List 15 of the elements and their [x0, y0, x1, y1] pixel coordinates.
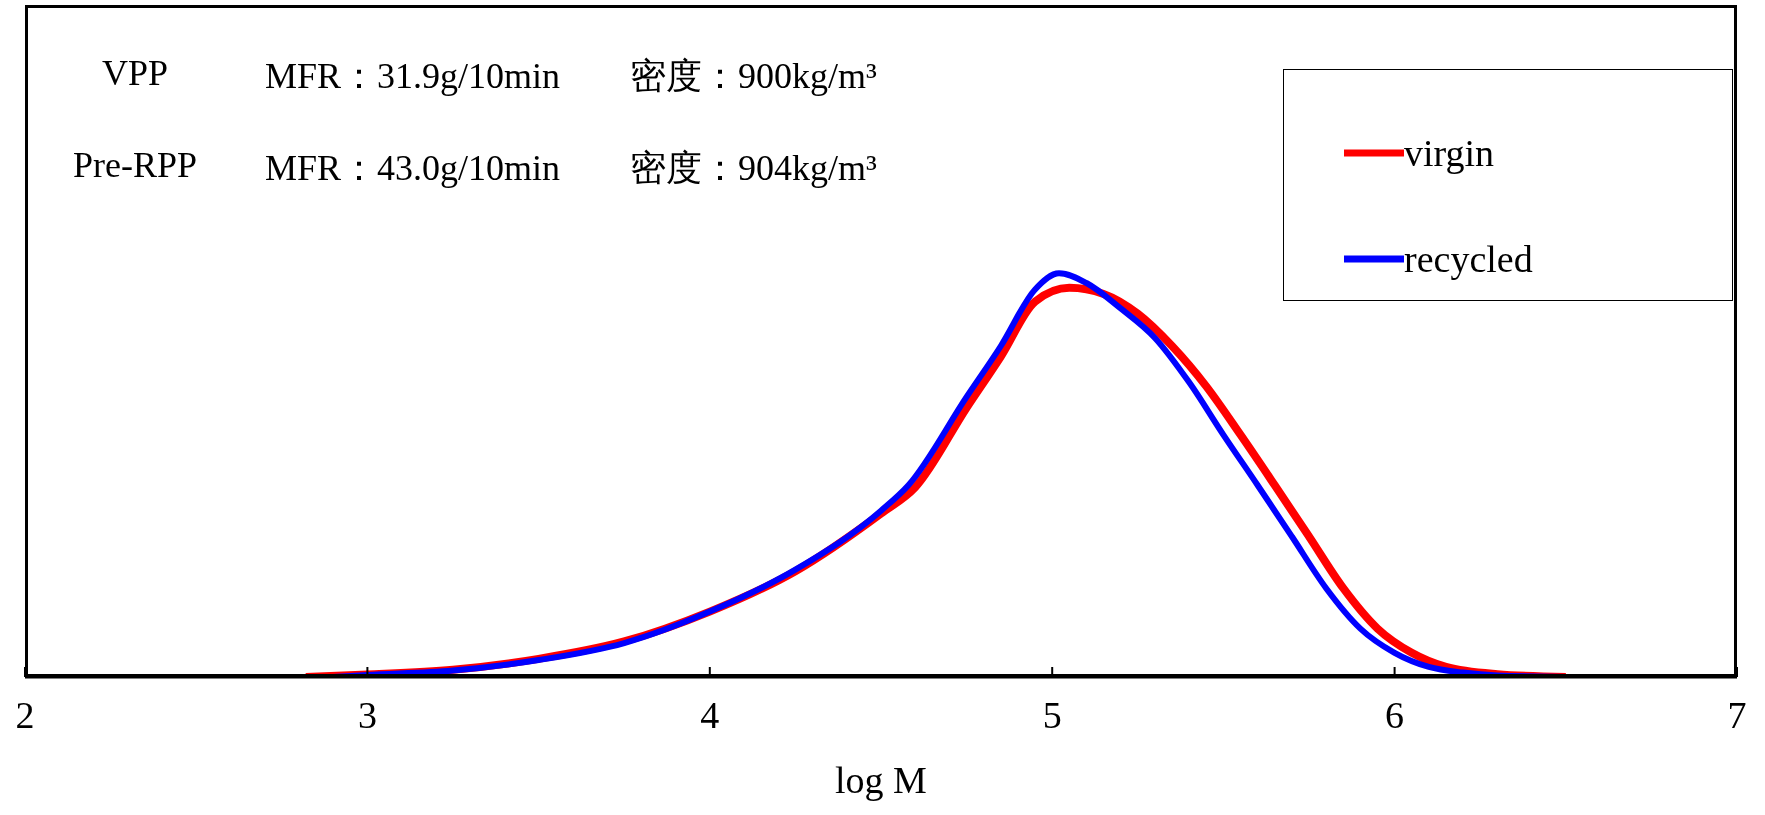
- legend-label: recycled: [1404, 237, 1533, 281]
- x-tick-label: 7: [1727, 693, 1747, 736]
- x-axis-title: log M: [835, 759, 927, 801]
- legend-label: virgin: [1404, 131, 1495, 175]
- x-tick-label: 5: [1042, 693, 1062, 736]
- text: 密度：904kg/m³: [630, 147, 877, 190]
- x-tick-label: 4: [700, 693, 720, 736]
- x-tick-label: 3: [357, 693, 377, 736]
- x-tick-label: 6: [1385, 693, 1405, 736]
- text: VPP: [100, 52, 169, 94]
- text: 密度：900kg/m³: [630, 55, 877, 98]
- x-tick-label: 2: [15, 693, 35, 736]
- text: Pre-RPP: [72, 144, 198, 186]
- text: MFR：43.0g/10min: [265, 147, 561, 190]
- text: MFR：31.9g/10min: [265, 55, 561, 98]
